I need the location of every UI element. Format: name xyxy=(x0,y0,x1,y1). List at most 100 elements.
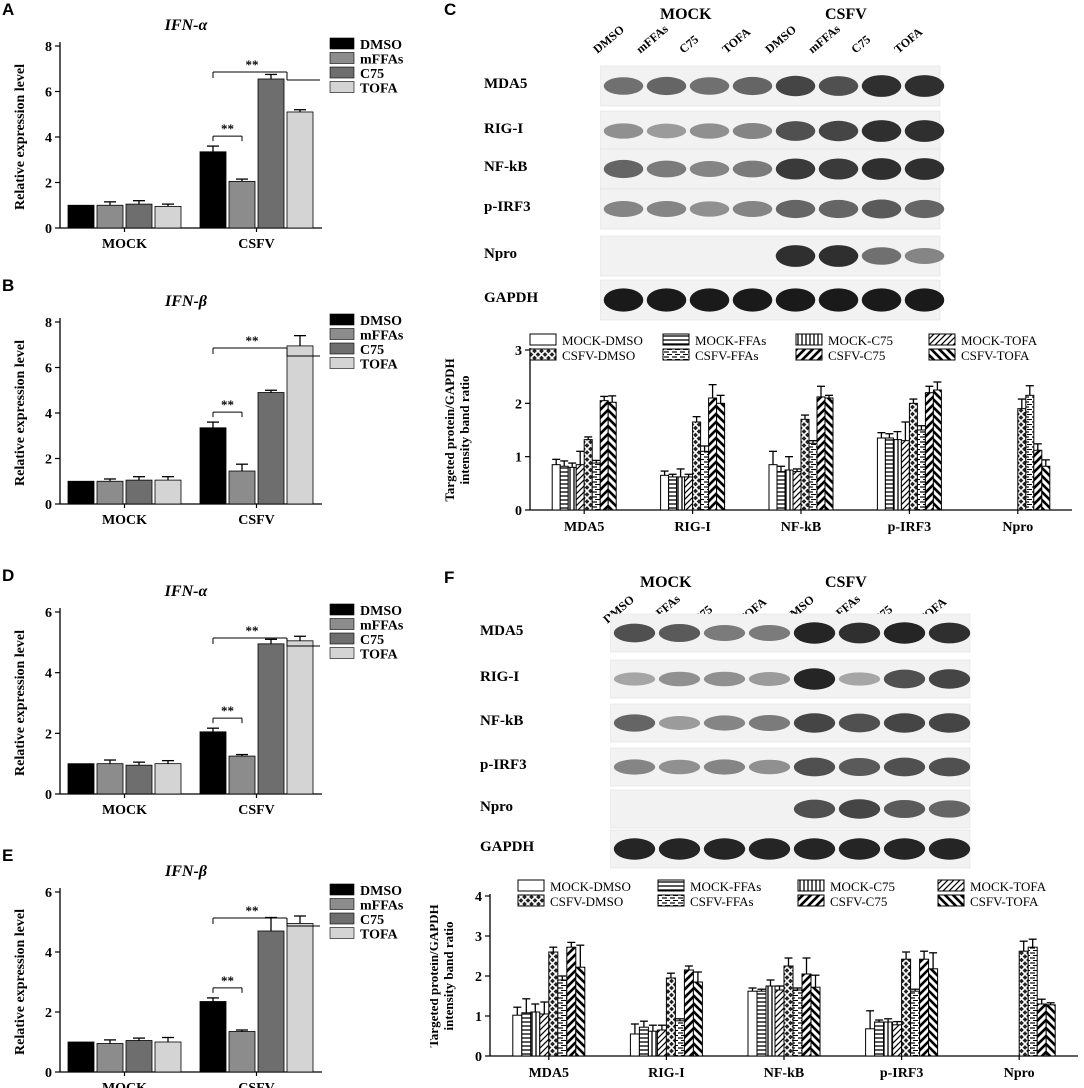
blot-band xyxy=(928,713,971,733)
bar-csfv-c75-mda5 xyxy=(566,946,577,1057)
bar-tofa-csfv xyxy=(286,640,314,795)
bar-mock-ffas-rig-i xyxy=(638,1026,649,1057)
blot-band xyxy=(603,123,644,139)
blot-image xyxy=(600,65,945,321)
blot-band xyxy=(928,669,971,689)
x-tick-label: Npro xyxy=(1002,520,1033,535)
y-tick-label: 0 xyxy=(45,1066,52,1081)
legend-swatch xyxy=(937,879,965,892)
blot-band xyxy=(703,715,746,731)
bar-mffas-mock xyxy=(96,480,124,505)
bar-tofa-csfv xyxy=(286,111,314,229)
blot-band xyxy=(646,200,687,218)
bar-csfv-c75-npro xyxy=(1036,1003,1047,1057)
legend-swatch-c75 xyxy=(329,66,355,79)
x-tick-label: RIG-I xyxy=(648,1066,685,1081)
blot-band xyxy=(904,75,945,97)
bar-csfv-dmso-p-irf3 xyxy=(908,402,918,511)
legend-swatch xyxy=(662,348,690,361)
bar-tofa-csfv xyxy=(286,345,314,505)
blot-band xyxy=(904,158,945,180)
y-tick-label: 4 xyxy=(45,407,52,422)
legend-label-tofa: TOFA xyxy=(360,928,398,943)
legend-swatch-tofa xyxy=(329,357,355,369)
legend-label-c75: C75 xyxy=(360,913,384,928)
bar-mffas-csfv xyxy=(228,470,256,505)
blot-band xyxy=(646,123,687,139)
x-tick-label: CSFV xyxy=(238,513,275,528)
bar-mock-c75-nf-kb xyxy=(765,985,776,1057)
bar-mock-dmso-mda5 xyxy=(512,1014,523,1057)
legend-swatch-c75 xyxy=(329,912,355,925)
bar-mock-ffas-p-irf3 xyxy=(874,1021,885,1057)
bar-mock-ffas-p-irf3 xyxy=(884,437,894,511)
blot-band xyxy=(818,76,859,96)
legend-label-mffas: mFFAs xyxy=(360,53,404,68)
blot-band xyxy=(613,672,656,686)
blot-band xyxy=(732,160,773,178)
legend-swatch xyxy=(795,348,823,361)
panel-label-b: B xyxy=(2,276,15,295)
y-tick-label: 2 xyxy=(45,1006,52,1021)
blot-band xyxy=(818,288,859,312)
bar-csfv-tofa-p-irf3 xyxy=(928,968,939,1057)
blot-band xyxy=(748,625,791,641)
legend-label: MOCK-C75 xyxy=(828,333,893,348)
legend-swatch xyxy=(937,894,965,907)
y-axis-label: Relative expression level xyxy=(13,64,28,210)
legend-label-mffas: mFFAs xyxy=(360,329,404,344)
blot-band xyxy=(818,158,859,180)
chart-title: IFN-β xyxy=(164,863,208,880)
bar-mock-c75-nf-kb xyxy=(784,469,794,511)
bar-mock-ffas-nf-kb xyxy=(776,471,786,511)
y-tick-label: 1 xyxy=(475,1010,482,1025)
legend-label: CSFV-FFAs xyxy=(690,894,754,909)
row-label-npro: Npro xyxy=(480,799,514,815)
blot-band xyxy=(861,120,902,142)
bar-csfv-tofa-npro xyxy=(1041,465,1051,511)
bar-csfv-dmso-nf-kb xyxy=(783,965,794,1057)
y-axis-label-line1: Targeted protein/GAPDH xyxy=(442,358,457,501)
y-axis-label-line2: intensity band ratio xyxy=(441,921,456,1030)
panel-label-d: D xyxy=(2,566,15,585)
legend-label-tofa: TOFA xyxy=(360,358,398,373)
blot-band xyxy=(703,838,746,860)
bar-csfv-c75-mda5 xyxy=(599,400,609,511)
y-tick-label: 0 xyxy=(45,788,52,803)
blot-band xyxy=(838,838,881,860)
legend-label-dmso: DMSO xyxy=(360,314,402,329)
row-label-gapdh: GAPDH xyxy=(480,839,535,855)
bar-mock-tofa-nf-kb xyxy=(774,989,785,1057)
blot-band xyxy=(689,123,730,139)
legend-label: MOCK-DMSO xyxy=(550,879,631,894)
legend-label-dmso: DMSO xyxy=(360,884,402,899)
bar-csfv-ffas-npro xyxy=(1027,946,1038,1057)
y-tick-label: 3 xyxy=(515,344,522,359)
y-tick-label: 6 xyxy=(45,606,52,621)
blot-band xyxy=(775,121,816,141)
legend-swatch-mffas xyxy=(329,618,355,630)
x-tick-label: MOCK xyxy=(102,237,147,252)
legend-swatch xyxy=(797,894,825,907)
legend-label: MOCK-DMSO xyxy=(562,333,643,348)
legend-swatch-c75 xyxy=(329,632,355,645)
blot-band xyxy=(928,838,971,860)
panel-label-f: F xyxy=(444,568,455,587)
y-tick-label: 0 xyxy=(45,222,52,237)
bar-mock-dmso-rig-i xyxy=(660,474,670,511)
bar-tofa-mock xyxy=(154,205,182,229)
bar-csfv-c75-nf-kb xyxy=(816,396,826,511)
blot-band xyxy=(861,158,902,180)
western-blot-c: MOCK CSFV DMSO mFFAs C75 TOFA DMSO mFFAs C75 TOFA… xyxy=(470,0,970,321)
bar-mffas-mock xyxy=(96,1043,124,1073)
y-tick-label: 6 xyxy=(45,86,52,101)
blot-band xyxy=(646,76,687,96)
y-tick-label: 6 xyxy=(45,362,52,377)
bar-tofa-mock xyxy=(154,763,182,795)
blot-band xyxy=(613,759,656,775)
legend-label: MOCK-FFAs xyxy=(695,333,766,348)
bar-csfv-tofa-npro xyxy=(1045,1004,1056,1057)
panel-label-a: A xyxy=(2,0,15,19)
chart-ifn-alpha-d: IFN-α Relative expression level 0 2 4 6 MOCK CS… xyxy=(13,583,404,818)
group-header-mock: MOCK xyxy=(660,6,712,23)
